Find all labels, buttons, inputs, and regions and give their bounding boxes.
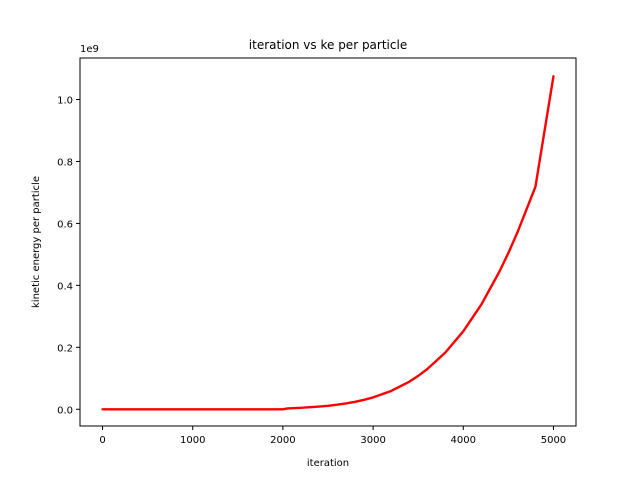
x-axis: 0 1000 2000 3000 4000 5000 — [99, 426, 566, 446]
x-tick-label: 0 — [99, 435, 105, 446]
y-tick-label: 0.4 — [57, 281, 73, 292]
y-tick-label: 0.6 — [57, 219, 73, 230]
y-axis: 0.0 0.2 0.4 0.6 0.8 1.0 — [57, 96, 80, 416]
chart-title: iteration vs ke per particle — [249, 38, 407, 52]
plot-area — [101, 75, 555, 411]
series-line — [101, 75, 555, 411]
x-tick-label: 3000 — [360, 435, 385, 446]
y-offset-label: 1e9 — [80, 44, 99, 55]
x-tick-label: 2000 — [270, 435, 295, 446]
y-tick-label: 0.0 — [57, 405, 73, 416]
axes-frame — [79, 57, 577, 427]
x-tick-label: 4000 — [451, 435, 476, 446]
y-tick-label: 0.8 — [57, 157, 73, 168]
x-tick-label: 5000 — [541, 435, 566, 446]
y-axis-title: kinetic energy per particle — [31, 176, 42, 308]
y-tick-label: 1.0 — [57, 96, 73, 107]
x-tick-label: 1000 — [180, 435, 205, 446]
x-axis-title: iteration — [307, 458, 349, 469]
y-tick-label: 0.2 — [57, 343, 73, 354]
